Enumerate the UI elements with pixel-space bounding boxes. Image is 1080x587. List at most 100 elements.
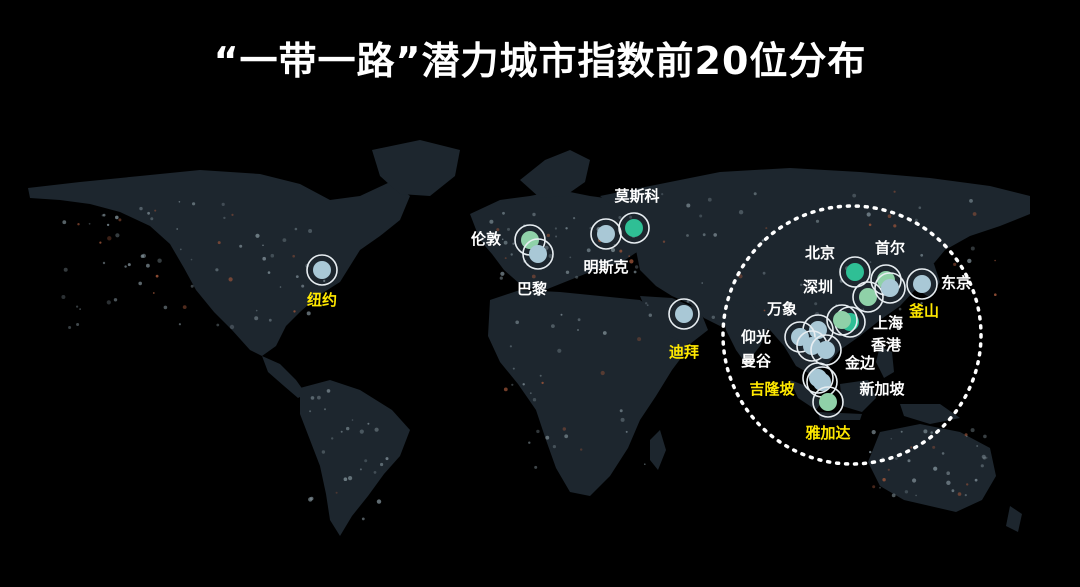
sumatra (790, 380, 822, 410)
city-marker[interactable] (668, 298, 700, 330)
city-dot (385, 457, 389, 461)
city-label: 迪拜 (669, 343, 699, 361)
city-dot (176, 228, 179, 230)
city-dot (765, 227, 768, 230)
city-dot (964, 494, 967, 497)
marker-halo (852, 281, 884, 313)
city-dot (915, 494, 917, 497)
city-dot (306, 311, 311, 316)
city-dot (115, 233, 120, 238)
city-dot (324, 408, 326, 411)
city-dot (707, 197, 712, 202)
city-dot (970, 246, 975, 251)
city-dot (279, 286, 282, 288)
city-dot (282, 238, 287, 243)
city-dot (966, 435, 968, 438)
city-dot (891, 493, 896, 498)
city-dot (152, 292, 155, 294)
city-dot (941, 452, 945, 455)
city-dot (102, 261, 106, 265)
city-dot (528, 441, 531, 444)
city-dot (380, 462, 384, 467)
city-dot (994, 259, 996, 262)
city-marker[interactable] (906, 268, 938, 300)
city-dot (602, 331, 607, 335)
city-dot (61, 295, 66, 299)
marker-halo (874, 272, 906, 304)
city-dot (644, 463, 646, 466)
city-dot (994, 293, 997, 297)
city-dot (217, 241, 221, 245)
city-dot (577, 329, 579, 331)
city-dot (154, 209, 157, 212)
city-dot (255, 233, 260, 238)
city-dot (308, 229, 313, 233)
city-dot (376, 499, 382, 504)
city-dot (359, 429, 364, 434)
city-dot (702, 233, 706, 237)
city-dot (106, 300, 111, 305)
city-dot (340, 430, 343, 433)
city-dot (147, 211, 151, 215)
city-dot (618, 216, 622, 219)
city-marker[interactable] (839, 256, 871, 288)
city-label: 仰光 (741, 328, 771, 346)
city-dot (920, 302, 923, 305)
marker-dot (597, 225, 615, 243)
city-dot (869, 261, 872, 263)
city-dot (346, 426, 350, 431)
city-dot (648, 313, 652, 317)
greenland (372, 140, 460, 196)
city-dot (326, 389, 331, 393)
city-dot (620, 417, 625, 422)
city-dot (662, 240, 666, 243)
city-dot (178, 201, 181, 203)
city-dot (293, 310, 296, 313)
city-marker[interactable] (522, 238, 554, 270)
city-dot (972, 212, 977, 216)
city-dot (562, 427, 566, 431)
city-dot (620, 261, 624, 264)
city-dot (534, 465, 538, 469)
city-dot (77, 223, 80, 226)
marker-halo (802, 362, 834, 394)
city-dot (628, 255, 631, 257)
city-dot (146, 263, 150, 268)
city-dot (301, 284, 305, 288)
city-dot (957, 492, 962, 496)
city-dot (629, 215, 633, 219)
city-dot (953, 262, 957, 266)
city-dot (907, 459, 911, 463)
marker-dot (846, 263, 864, 281)
city-label: 莫斯科 (614, 187, 659, 205)
city-dot (512, 242, 515, 245)
city-dot (753, 192, 757, 196)
city-dot (763, 309, 766, 312)
city-dot (629, 259, 634, 264)
city-dot (967, 258, 972, 264)
city-dot (190, 258, 193, 261)
city-dot (531, 274, 536, 279)
city-dot (701, 282, 703, 284)
marker-halo (812, 386, 844, 418)
city-dot (62, 220, 67, 225)
city-dot (182, 305, 187, 309)
city-dot (548, 254, 553, 258)
city-marker[interactable] (812, 386, 844, 418)
marker-dot (881, 279, 899, 297)
city-dot (343, 477, 348, 482)
city-dot (898, 307, 902, 311)
city-dot (872, 485, 876, 489)
asia (600, 168, 1030, 374)
city-marker[interactable] (306, 254, 338, 286)
city-marker[interactable] (618, 212, 650, 244)
city-dot (511, 383, 514, 386)
city-marker[interactable] (852, 281, 884, 313)
city-dot (586, 248, 591, 253)
city-marker[interactable] (826, 304, 858, 336)
city-label: 巴黎 (517, 280, 547, 298)
city-dot (933, 466, 938, 471)
java (818, 412, 862, 420)
city-marker[interactable] (874, 272, 906, 304)
